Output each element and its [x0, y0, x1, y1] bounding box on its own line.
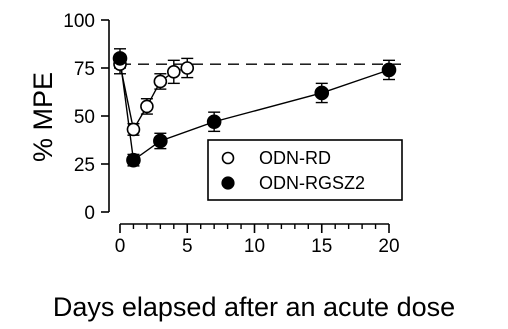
x-tick-label: 15 — [311, 236, 332, 257]
y-tick-label: 75 — [74, 59, 95, 80]
data-point — [126, 122, 141, 137]
data-point — [167, 65, 181, 79]
legend-marker-odn-rd — [221, 151, 235, 165]
legend-label-odn-rd: ODN-RD — [259, 148, 331, 168]
data-point — [206, 114, 222, 130]
x-tick-label: 5 — [182, 236, 193, 257]
x-axis-title: Days elapsed after an acute dose — [53, 292, 455, 322]
legend-marker-odn-rgsz2 — [221, 176, 235, 190]
data-point — [153, 74, 168, 89]
legend-box — [207, 139, 403, 201]
x-tick-label: 0 — [115, 236, 126, 257]
data-point — [112, 51, 128, 66]
data-point — [126, 152, 141, 168]
y-tick-label: 25 — [74, 155, 95, 176]
data-point — [140, 99, 154, 114]
series-line-odn-rgsz2 — [119, 58, 390, 162]
plot-area — [112, 48, 397, 168]
data-point — [180, 61, 195, 75]
y-tick-label: 100 — [63, 11, 95, 32]
y-axis-title: % MPE — [28, 72, 58, 162]
legend-label-odn-rgsz2: ODN-RGSZ2 — [259, 173, 365, 193]
y-tick-label: 0 — [84, 203, 95, 224]
data-point — [381, 62, 397, 78]
markers-odn-rd — [113, 57, 195, 137]
data-point — [153, 133, 168, 149]
legend: ODN-RD ODN-RGSZ2 — [207, 139, 403, 201]
x-tick-label: 10 — [244, 236, 265, 257]
y-tick-label: 50 — [74, 107, 95, 128]
x-tick-label: 20 — [378, 236, 399, 257]
axes: 0 25 50 75 100 0 5 10 15 20 — [63, 11, 399, 257]
data-point — [314, 85, 330, 101]
markers-odn-rgsz2 — [112, 51, 397, 168]
